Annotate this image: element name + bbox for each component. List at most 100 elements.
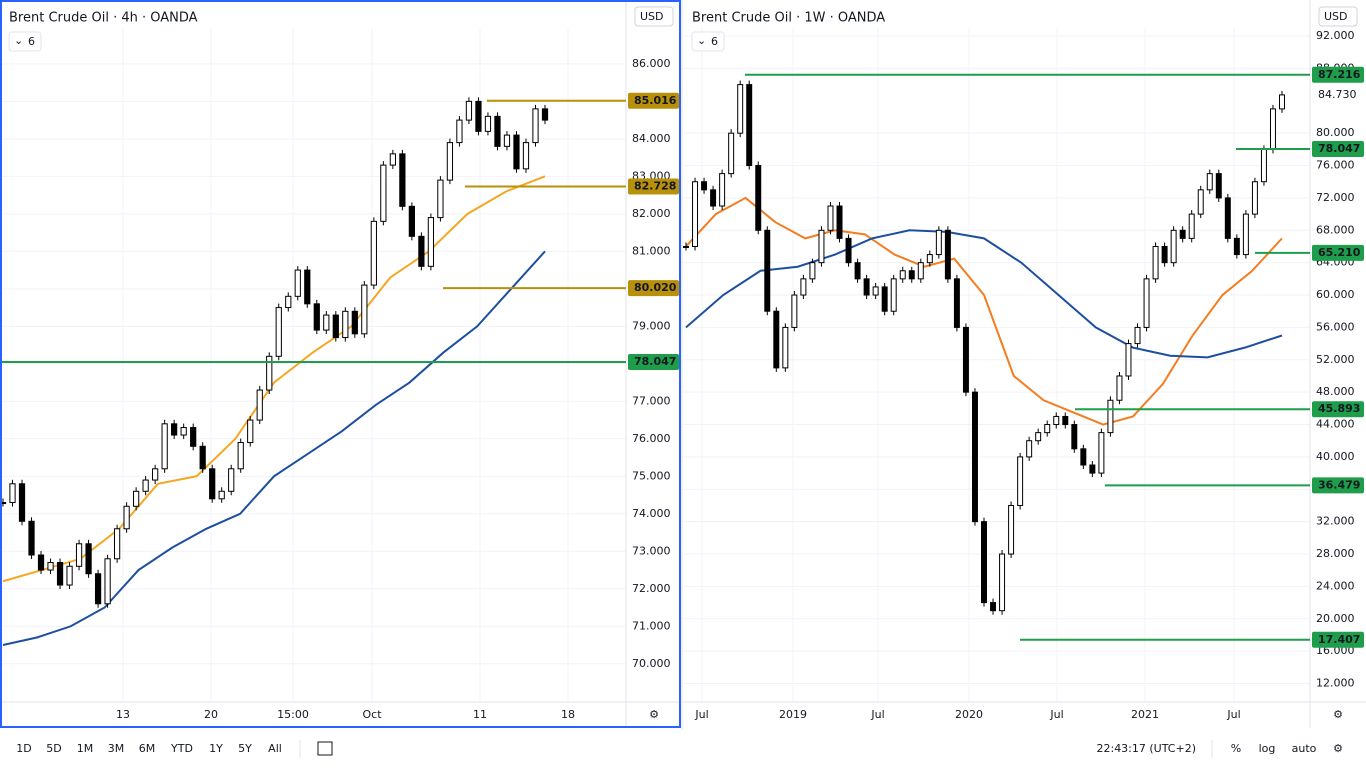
x-tick-label: 2020 — [955, 708, 983, 721]
candle — [190, 427, 197, 447]
candle — [1251, 181, 1258, 215]
candle — [351, 310, 358, 335]
candle — [1134, 326, 1141, 345]
candle — [47, 562, 54, 571]
candle — [1116, 375, 1123, 401]
candle — [1089, 464, 1096, 474]
candle — [313, 303, 320, 331]
y-tick-label: 79.000 — [632, 319, 671, 332]
candle — [809, 262, 816, 280]
settings-gear[interactable]: ⚙ — [649, 708, 659, 721]
candle — [75, 543, 83, 567]
candle — [1179, 229, 1186, 239]
auto-toggle[interactable]: auto — [1292, 742, 1317, 755]
range-button[interactable]: 5Y — [238, 742, 252, 755]
y-tick-label: 56.000 — [1316, 320, 1355, 333]
x-tick-label: Jul — [870, 708, 884, 721]
y-tick-label: 72.000 — [1316, 191, 1355, 204]
level-badge — [628, 178, 679, 195]
candle — [85, 543, 92, 575]
candle — [692, 181, 699, 247]
level-badge — [628, 280, 679, 297]
candle — [256, 389, 263, 421]
candle — [503, 134, 511, 147]
range-button[interactable]: YTD — [170, 742, 193, 755]
x-tick-label: Jul — [1226, 708, 1240, 721]
y-tick-label: 72.000 — [632, 582, 671, 595]
indicator-toggle[interactable] — [691, 31, 725, 52]
candle — [247, 419, 254, 444]
range-button[interactable]: 5D — [46, 742, 61, 755]
compare-icon[interactable] — [317, 741, 333, 756]
currency-button[interactable] — [1318, 6, 1358, 27]
y-tick-label: 76.000 — [1316, 159, 1355, 172]
y-tick-label: 74.000 — [632, 507, 671, 520]
candle — [1071, 424, 1078, 450]
indicator-toggle[interactable] — [8, 31, 42, 52]
candle — [9, 483, 16, 504]
log-toggle[interactable]: log — [1259, 742, 1276, 755]
range-button[interactable]: 1Y — [209, 742, 223, 755]
candle — [123, 505, 130, 530]
y-tick-label: 52.000 — [1316, 353, 1355, 366]
candle — [1017, 456, 1024, 506]
candle — [37, 554, 45, 571]
candle — [418, 235, 425, 267]
range-button[interactable]: 3M — [108, 742, 125, 755]
x-tick-label: 18 — [561, 708, 575, 721]
candle — [1170, 229, 1177, 264]
candle — [1242, 213, 1249, 256]
candle — [908, 270, 915, 280]
y-tick-label: 32.000 — [1316, 515, 1355, 528]
candle — [926, 254, 933, 264]
x-tick-label: Jul — [694, 708, 708, 721]
candle — [981, 521, 987, 604]
range-button[interactable]: 1D — [16, 742, 31, 755]
candle — [370, 220, 377, 286]
y-tick-label: 76.000 — [632, 432, 671, 445]
candle — [28, 520, 35, 556]
candle — [209, 468, 216, 500]
candle — [361, 284, 368, 335]
y-tick-label: 71.000 — [632, 619, 671, 632]
candle — [953, 278, 960, 328]
range-button[interactable]: All — [268, 742, 282, 755]
candle — [161, 423, 168, 470]
y-tick-label: 28.000 — [1316, 547, 1355, 560]
candle — [1161, 245, 1168, 264]
moving-average — [2, 175, 546, 583]
active-frame — [0, 0, 681, 728]
level-badge — [1312, 631, 1364, 648]
range-button[interactable]: 6M — [139, 742, 156, 755]
settings-gear[interactable]: ⚙ — [1333, 708, 1343, 721]
currency-button[interactable] — [634, 6, 674, 27]
y-tick-label: 86.000 — [632, 57, 671, 70]
candle — [1053, 415, 1060, 426]
candle — [275, 307, 282, 357]
title-bg — [4, 6, 219, 28]
candle — [782, 326, 789, 369]
candle — [66, 565, 73, 586]
candle — [56, 562, 64, 586]
chevron: ⌄ — [14, 34, 23, 47]
currency: USD — [640, 10, 664, 23]
candle — [836, 205, 843, 239]
indicator-count: 6 — [711, 35, 718, 48]
x-tick-label: 2021 — [1131, 708, 1159, 721]
moving-average — [685, 229, 1283, 359]
candle — [522, 142, 530, 170]
toolbar-gear[interactable]: ⚙ — [1333, 742, 1343, 755]
candle — [1062, 415, 1069, 426]
candle — [142, 479, 149, 492]
level-badge — [1312, 401, 1364, 418]
y-tick-label: 68.000 — [1316, 223, 1355, 236]
candle — [399, 153, 406, 207]
percent-toggle[interactable]: % — [1231, 742, 1241, 755]
candle — [845, 237, 852, 264]
y-tick-label: 12.000 — [1316, 677, 1355, 690]
range-button[interactable]: 1M — [77, 742, 94, 755]
y-tick-label: 48.000 — [1316, 385, 1355, 398]
level-label: 87.216 — [1318, 68, 1361, 81]
candle — [380, 164, 387, 222]
candle — [683, 245, 689, 248]
